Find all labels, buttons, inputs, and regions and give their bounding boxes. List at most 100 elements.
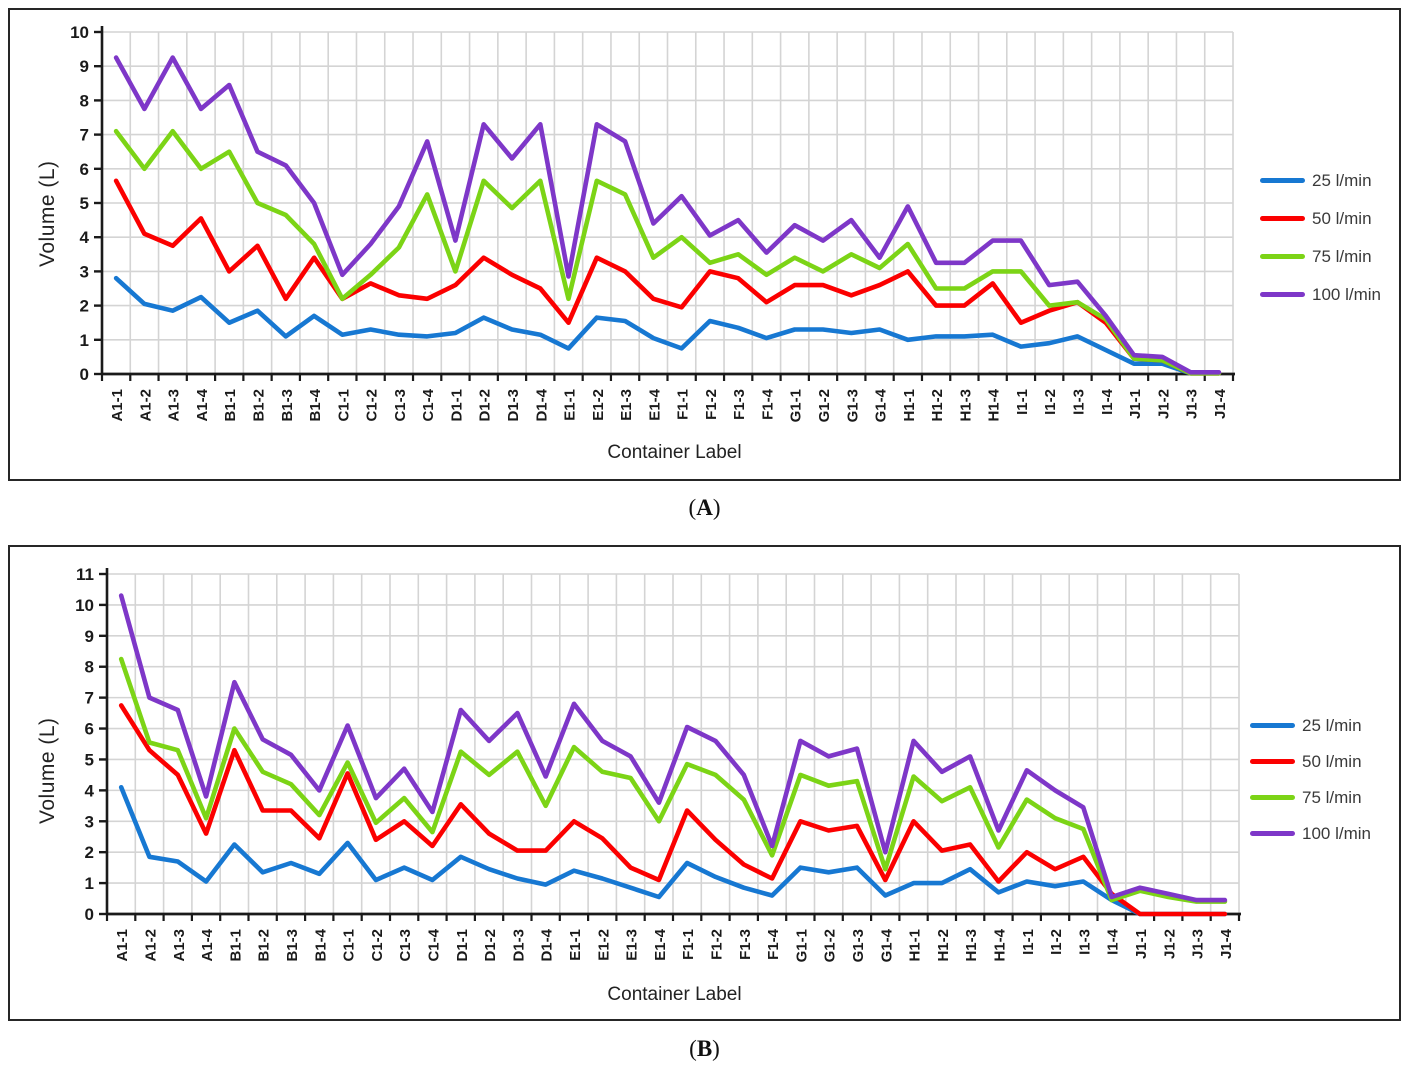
legend-line-swatch — [1260, 254, 1305, 259]
x-tick-label: H1-4 — [991, 928, 1008, 961]
x-tick-label: C1-1 — [341, 929, 358, 962]
x-tick-label: I1-1 — [1020, 929, 1037, 955]
y-tick-label: 11 — [76, 565, 94, 584]
series-line-50-l-min — [113, 178, 1222, 376]
legend-item: 75 l/min — [1250, 787, 1371, 808]
x-tick-label: D1-1 — [448, 389, 465, 422]
x-tick-label: B1-3 — [279, 389, 296, 422]
x-tick-label: J1-4 — [1218, 928, 1235, 959]
x-tick-label: H1-1 — [901, 389, 918, 422]
x-tick-label: D1-3 — [505, 389, 522, 422]
legend-line-swatch — [1250, 795, 1295, 800]
legend-line-swatch — [1250, 759, 1295, 764]
x-tick-label: I1-3 — [1070, 389, 1087, 415]
y-tick-label: 6 — [85, 720, 94, 739]
chart-panel-a: 0 1 2 3 4 5 6 7 8 9 10 A1-1 A1-2 A1-3 A1-4 B1-1 B1-2 B1-3… — [8, 8, 1401, 481]
x-tick-label: G1-4 — [878, 928, 895, 962]
x-tick-label: A1-2 — [137, 389, 154, 422]
x-tick-label: F1-1 — [680, 929, 697, 960]
x-tick-label: D1-2 — [482, 929, 499, 962]
x-tick-label: E1-4 — [652, 928, 669, 960]
x-tick-label: F1-1 — [675, 389, 692, 420]
legend-a: 25 l/min 50 l/min 75 l/min 100 l/min — [1260, 170, 1381, 305]
y-tick-label: 8 — [80, 91, 89, 110]
x-tick-label: G1-1 — [788, 389, 805, 422]
x-tick-label: D1-2 — [477, 389, 494, 422]
legend-b: 25 l/min 50 l/min 75 l/min 100 l/min — [1250, 715, 1371, 844]
x-tick-label: A1-1 — [109, 389, 126, 422]
y-tick-label: 7 — [85, 689, 94, 708]
x-tick-label: E1-2 — [595, 929, 612, 961]
legend-label: 100 l/min — [1312, 284, 1381, 304]
x-tick-label: I1-2 — [1042, 389, 1059, 415]
series-line-25-l-min — [113, 275, 1222, 376]
series-line-25-l-min — [118, 785, 1228, 917]
x-tick-label: G1-2 — [822, 929, 839, 962]
legend-item: 50 l/min — [1260, 208, 1381, 229]
y-tick-label: 10 — [70, 23, 89, 42]
x-tick-label: C1-4 — [425, 928, 442, 961]
y-tick-label: 4 — [80, 228, 90, 247]
x-tick-label: E1-4 — [646, 388, 663, 420]
x-tick-label: A1-2 — [142, 929, 159, 962]
x-tick-label: H1-2 — [935, 929, 952, 962]
x-tick-label: G1-3 — [850, 929, 867, 962]
x-tick-label: G1-4 — [873, 388, 890, 422]
x-tick-label: H1-3 — [963, 929, 980, 962]
x-tick-label: F1-4 — [765, 928, 782, 960]
x-tick-label: J1-3 — [1184, 389, 1201, 419]
legend-line-swatch — [1260, 178, 1305, 183]
series-line-50-l-min — [118, 703, 1228, 917]
y-tick-label: 9 — [80, 57, 89, 76]
x-tick-label: F1-3 — [731, 389, 748, 420]
y-tick-label: 2 — [85, 843, 94, 862]
chart-a-canvas: 0 1 2 3 4 5 6 7 8 9 10 A1-1 A1-2 A1-3 A1-4 B1-1 B1-2 B1-3… — [70, 23, 1235, 422]
x-tick-label: J1-2 — [1161, 929, 1178, 959]
x-tick-label: F1-2 — [708, 929, 725, 960]
y-tick-label: 3 — [80, 262, 89, 281]
x-tick-label: D1-4 — [533, 388, 550, 421]
y-tick-label: 6 — [80, 160, 89, 179]
x-tick-label: D1-3 — [510, 929, 527, 962]
x-tick-label: E1-3 — [618, 389, 635, 421]
x-tick-label: E1-2 — [590, 389, 607, 421]
x-tick-label: B1-4 — [307, 388, 324, 421]
x-tick-label: B1-4 — [312, 928, 329, 961]
x-tick-label: A1-1 — [114, 929, 131, 962]
series-line-75-l-min — [118, 656, 1228, 904]
x-tick-label: D1-1 — [454, 929, 471, 962]
x-tick-label: F1-2 — [703, 389, 720, 420]
y-tick-label: 10 — [75, 596, 94, 615]
x-tick-label: A1-3 — [166, 389, 183, 422]
y-tick-label: 8 — [85, 658, 94, 677]
legend-label: 50 l/min — [1302, 751, 1362, 771]
legend-line-swatch — [1260, 216, 1305, 221]
x-tick-label: C1-2 — [364, 389, 381, 422]
y-tick-label: 1 — [80, 331, 89, 350]
x-tick-label: E1-1 — [567, 929, 584, 961]
x-tick-label: B1-2 — [256, 929, 273, 962]
legend-label: 50 l/min — [1312, 208, 1372, 228]
x-tick-label: C1-1 — [335, 389, 352, 422]
x-tick-label: G1-1 — [793, 929, 810, 962]
legend-item: 100 l/min — [1250, 823, 1371, 844]
x-tick-label: H1-4 — [986, 388, 1003, 421]
x-tick-label: D1-4 — [539, 928, 556, 961]
x-tick-label: B1-3 — [284, 929, 301, 962]
x-axis-title-b: Container Label — [607, 984, 742, 1005]
legend-label: 100 l/min — [1302, 823, 1371, 843]
caption-a: (A) — [688, 495, 721, 520]
legend-item: 75 l/min — [1260, 246, 1381, 267]
x-axis-title-a: Container Label — [607, 442, 742, 463]
x-tick-label: J1-1 — [1127, 389, 1144, 419]
legend-item: 25 l/min — [1260, 170, 1381, 191]
x-tick-label: C1-3 — [392, 389, 409, 422]
chart-b-canvas: 0 1 2 3 4 5 6 7 8 9 10 11 A1-1 A1-2 A1-3 A1-4 B1-1 B1-2 B1… — [75, 565, 1241, 962]
x-tick-label: H1-1 — [907, 929, 924, 962]
x-tick-label: H1-3 — [957, 389, 974, 422]
y-tick-label: 4 — [85, 781, 95, 800]
x-tick-label: G1-3 — [844, 389, 861, 422]
x-tick-label: E1-1 — [562, 389, 579, 421]
x-tick-label: J1-4 — [1212, 388, 1229, 419]
x-tick-label: E1-3 — [624, 929, 641, 961]
